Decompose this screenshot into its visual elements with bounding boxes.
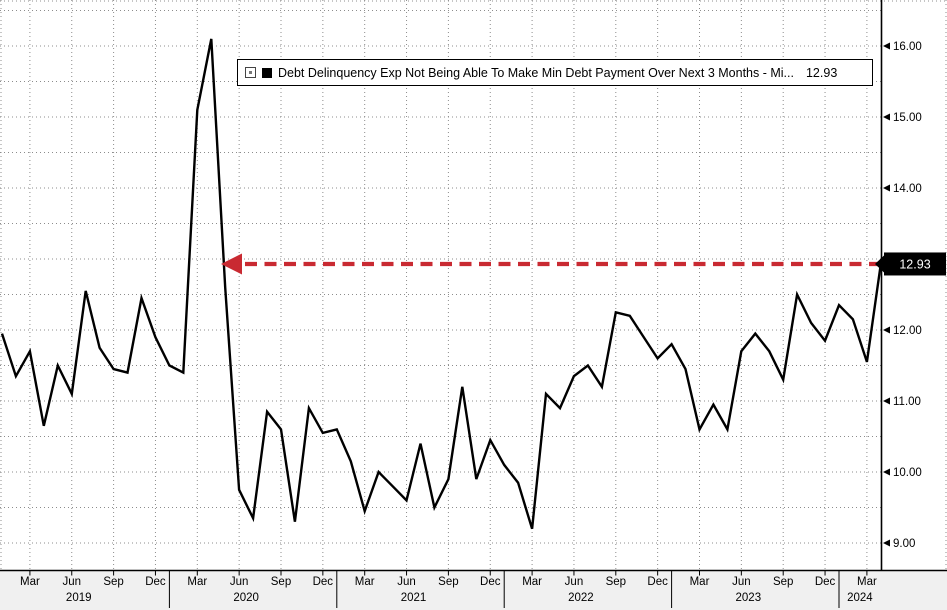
y-axis-label: 14.00 <box>893 183 922 195</box>
annotation-arrow-head[interactable] <box>221 253 242 275</box>
month-label: Dec <box>313 576 334 588</box>
y-tick-marker <box>883 397 890 405</box>
y-tick-marker <box>883 113 890 121</box>
month-label: Mar <box>20 576 40 588</box>
series-line[interactable] <box>0 38 882 530</box>
y-axis-label: 9.00 <box>893 538 915 550</box>
month-label: Sep <box>773 576 793 588</box>
month-label: Mar <box>522 576 542 588</box>
y-tick-marker <box>883 468 890 476</box>
series-color-swatch-icon <box>262 67 272 78</box>
month-label: Dec <box>815 576 836 588</box>
month-label: Jun <box>230 576 249 588</box>
legend-series-value: 12.93 <box>805 65 838 80</box>
month-label: Jun <box>732 576 751 588</box>
last-value-badge <box>884 252 946 276</box>
y-axis-label: 11.00 <box>893 396 921 408</box>
year-label: 2021 <box>401 592 427 604</box>
month-label: Mar <box>355 576 375 588</box>
year-label: 2023 <box>736 592 762 604</box>
y-axis-label: 10.00 <box>893 467 922 479</box>
legend[interactable]: Debt Delinquency Exp Not Being Able To M… <box>237 59 873 86</box>
y-tick-marker <box>883 42 890 50</box>
month-label: Jun <box>565 576 584 588</box>
month-label: Jun <box>62 576 81 588</box>
month-label: Dec <box>145 576 166 588</box>
month-label: Mar <box>857 576 877 588</box>
month-label: Sep <box>438 576 458 588</box>
month-label: Dec <box>480 576 501 588</box>
year-label: 2020 <box>233 592 259 604</box>
y-tick-marker <box>883 539 890 547</box>
y-axis-label: 16.00 <box>893 41 922 53</box>
year-label: 2019 <box>66 592 92 604</box>
month-label: Mar <box>690 576 710 588</box>
year-label: 2024 <box>847 592 873 604</box>
month-label: Mar <box>187 576 207 588</box>
month-label: Dec <box>647 576 668 588</box>
legend-expand-box-icon[interactable] <box>245 67 256 78</box>
month-label: Sep <box>606 576 626 588</box>
y-axis-label: 12.00 <box>893 325 922 337</box>
month-label: Sep <box>103 576 123 588</box>
y-tick-marker <box>883 184 890 192</box>
last-value-badge-pointer <box>875 255 884 273</box>
y-axis-label: 15.00 <box>893 112 922 124</box>
x-axis-band <box>0 570 947 610</box>
month-label: Jun <box>397 576 416 588</box>
legend-series-label: Debt Delinquency Exp Not Being Able To M… <box>278 65 794 80</box>
month-label: Sep <box>271 576 291 588</box>
y-tick-marker <box>883 326 890 334</box>
last-value-badge-text: 12.93 <box>899 257 930 271</box>
year-label: 2022 <box>568 592 594 604</box>
